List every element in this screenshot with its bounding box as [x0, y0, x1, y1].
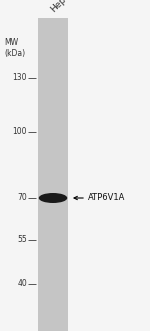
Text: 70: 70: [17, 194, 27, 203]
Text: 100: 100: [12, 127, 27, 136]
Text: MW
(kDa): MW (kDa): [4, 38, 25, 58]
Text: ATP6V1A: ATP6V1A: [88, 194, 125, 203]
Ellipse shape: [39, 193, 67, 203]
Text: 55: 55: [17, 235, 27, 245]
Text: 40: 40: [17, 279, 27, 289]
Bar: [38, 18, 68, 331]
Text: HepG2: HepG2: [49, 0, 77, 14]
Text: 130: 130: [12, 73, 27, 82]
